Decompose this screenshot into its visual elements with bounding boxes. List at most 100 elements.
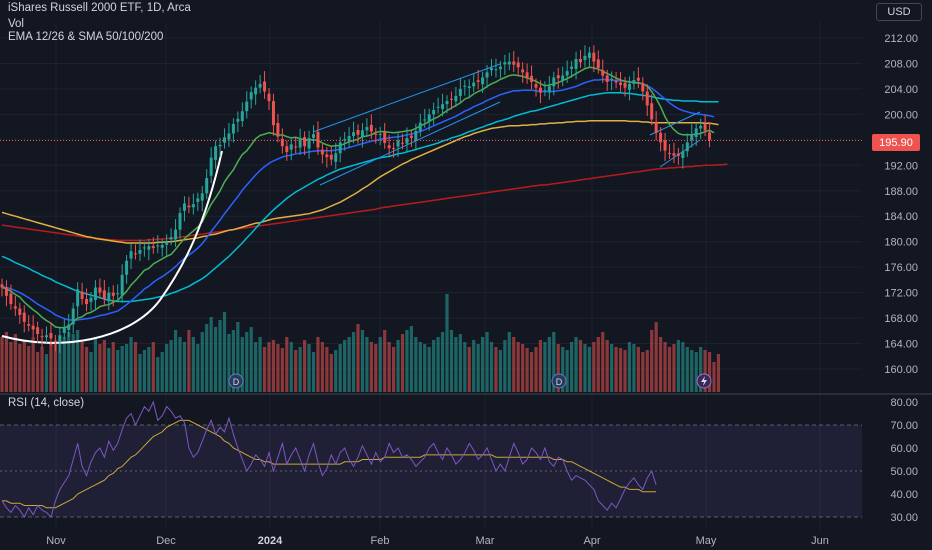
volume-indicator-label[interactable]: Vol (8, 18, 24, 30)
candle-body (507, 61, 511, 65)
candle-body (516, 62, 520, 68)
volume-bar (472, 340, 476, 392)
time-tick-label: 2024 (258, 535, 283, 547)
candle-body (107, 292, 111, 302)
dividend-markers[interactable]: D D (228, 373, 712, 389)
rsi-ma-line (2, 419, 657, 509)
last-price-badge: 195.90 (872, 134, 920, 151)
volume-bar (125, 344, 129, 392)
volume-bar (672, 344, 676, 392)
volume-bar (538, 340, 543, 392)
candle-body (249, 92, 253, 100)
candle-body (263, 81, 267, 92)
candle-body (587, 52, 591, 59)
volume-bar (543, 342, 547, 392)
symbol-title[interactable]: iShares Russell 2000 ETF, 1D, Arca (8, 2, 191, 14)
volume-bar (383, 330, 387, 392)
candle-body (396, 140, 400, 147)
time-axis[interactable]: Nov Dec 2024 Feb Mar Apr May Jun (46, 535, 829, 547)
volume-bar (129, 337, 133, 392)
volume-bar (142, 350, 146, 392)
dividend-marker-1[interactable] (228, 373, 244, 389)
volume-bar (334, 350, 338, 392)
volume-bar (445, 294, 449, 392)
rsi-indicator-label[interactable]: RSI (14, close) (8, 397, 85, 409)
channel-upper-line[interactable] (312, 63, 501, 133)
volume-bar (409, 326, 413, 392)
rsi-tick-label: 80.00 (890, 397, 918, 409)
volume-bar (27, 346, 31, 392)
candle-body (49, 333, 53, 339)
volume-bar (93, 337, 98, 392)
rsi-axis[interactable]: 30.00 40.00 50.00 60.00 70.00 80.00 (890, 397, 918, 524)
time-tick-label: May (696, 535, 717, 547)
candle-body (187, 205, 191, 208)
volume-bar (222, 312, 227, 392)
candle-body (62, 327, 66, 334)
volume-bar (285, 337, 289, 392)
candle-body (654, 121, 658, 133)
candle-body (565, 71, 569, 76)
candle-body (405, 137, 409, 144)
rsi-tick-label: 70.00 (890, 420, 918, 432)
channel-lower-line[interactable] (319, 101, 501, 186)
candle-body (174, 229, 178, 240)
channel2-lower-line[interactable] (659, 139, 701, 168)
volume-bar (494, 347, 498, 392)
candle-body (76, 289, 80, 307)
candle-body (645, 91, 649, 106)
candle-body (485, 72, 489, 78)
candle-body (156, 245, 160, 247)
volume-bar (663, 342, 667, 392)
price-candles (0, 45, 712, 353)
volume-bar (84, 347, 89, 392)
candle-body (596, 59, 600, 68)
candle-body (218, 144, 222, 147)
volume-bar (690, 350, 694, 392)
candle-body (9, 293, 13, 305)
candle-body (289, 144, 293, 150)
volume-bar (521, 344, 525, 392)
volume-bar (574, 337, 578, 392)
volume-bar (578, 340, 583, 392)
price-tick-label: 176.00 (884, 262, 918, 274)
candle-body (200, 193, 204, 201)
volume-bar (13, 334, 17, 392)
volume-bar (378, 337, 382, 392)
price-tick-label: 204.00 (884, 84, 918, 96)
price-tick-label: 180.00 (884, 237, 918, 249)
volume-bar (427, 347, 431, 392)
volume-bar (209, 317, 213, 392)
volume-bar (111, 342, 115, 392)
dividend-marker-2[interactable] (551, 373, 567, 389)
volume-bar (205, 324, 209, 392)
candle-body (458, 88, 462, 96)
candle-body (258, 83, 262, 88)
candle-body (151, 246, 155, 249)
channel2-upper-line[interactable] (649, 111, 701, 136)
volume-bar (467, 347, 471, 392)
volume-bar (267, 342, 271, 392)
volume-bar (276, 344, 280, 392)
candle-body (427, 114, 431, 122)
candle-body (445, 101, 449, 105)
candle-body (552, 77, 556, 87)
candle-body (298, 139, 302, 148)
candle-body (169, 237, 173, 240)
volume-bar (116, 350, 120, 392)
volume-bar (67, 332, 71, 392)
candle-body (436, 106, 440, 108)
candle-body (561, 75, 565, 81)
trend-channel-drawing[interactable] (312, 63, 701, 186)
candle-body (182, 203, 186, 211)
time-tick-label: Apr (583, 535, 600, 547)
volume-bar (240, 337, 244, 392)
moving-average-indicator-label[interactable]: EMA 12/26 & SMA 50/100/200 (8, 31, 164, 43)
volume-bar (311, 352, 316, 392)
candle-body (703, 123, 707, 131)
rsi-tick-label: 50.00 (890, 466, 918, 478)
volume-bar (436, 337, 440, 392)
currency-button[interactable]: USD (876, 3, 922, 21)
